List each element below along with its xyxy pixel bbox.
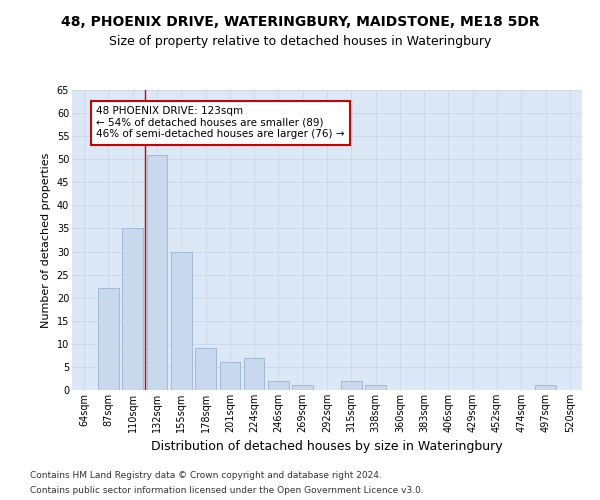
Y-axis label: Number of detached properties: Number of detached properties bbox=[41, 152, 51, 328]
Text: 48, PHOENIX DRIVE, WATERINGBURY, MAIDSTONE, ME18 5DR: 48, PHOENIX DRIVE, WATERINGBURY, MAIDSTO… bbox=[61, 15, 539, 29]
Bar bbox=[535, 386, 556, 390]
Text: Contains public sector information licensed under the Open Government Licence v3: Contains public sector information licen… bbox=[30, 486, 424, 495]
Bar bbox=[341, 381, 362, 390]
Bar bbox=[292, 386, 313, 390]
Bar bbox=[244, 358, 265, 390]
Text: Size of property relative to detached houses in Wateringbury: Size of property relative to detached ho… bbox=[109, 35, 491, 48]
Bar bbox=[171, 252, 191, 390]
Bar bbox=[220, 362, 240, 390]
X-axis label: Distribution of detached houses by size in Wateringbury: Distribution of detached houses by size … bbox=[151, 440, 503, 454]
Bar bbox=[122, 228, 143, 390]
Text: Contains HM Land Registry data © Crown copyright and database right 2024.: Contains HM Land Registry data © Crown c… bbox=[30, 471, 382, 480]
Bar bbox=[146, 154, 167, 390]
Bar bbox=[268, 381, 289, 390]
Bar bbox=[195, 348, 216, 390]
Bar bbox=[365, 386, 386, 390]
Text: 48 PHOENIX DRIVE: 123sqm
← 54% of detached houses are smaller (89)
46% of semi-d: 48 PHOENIX DRIVE: 123sqm ← 54% of detach… bbox=[96, 106, 345, 140]
Bar bbox=[98, 288, 119, 390]
